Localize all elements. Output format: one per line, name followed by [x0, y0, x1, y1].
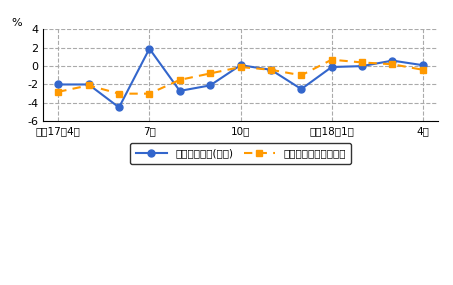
- Text: %: %: [11, 18, 22, 28]
- Legend: 現金給与総額(名目), きまって支給する給与: 現金給与総額(名目), きまって支給する給与: [130, 143, 351, 164]
